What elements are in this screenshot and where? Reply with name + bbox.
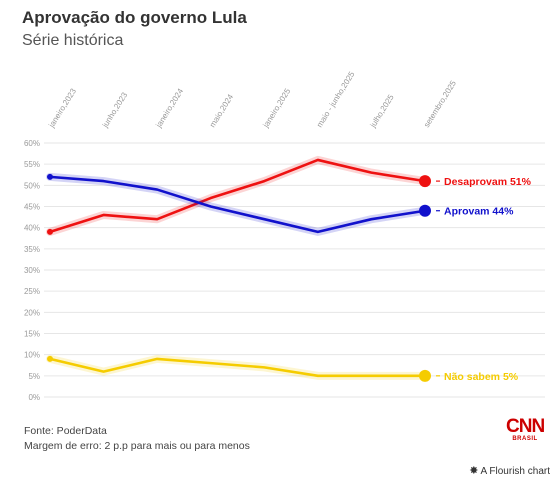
y-tick-label: 55% (24, 160, 40, 169)
x-tick-label: maio,2024 (208, 92, 236, 129)
y-tick-label: 35% (24, 245, 40, 254)
y-tick-label: 20% (24, 308, 40, 317)
x-tick-label: janeiro,2024 (154, 86, 186, 129)
logo-sub-text: BRASIL (506, 436, 544, 443)
y-tick-label: 45% (24, 203, 40, 212)
series-start-point (47, 356, 53, 362)
series-end-label: Aprovam 44% (444, 206, 514, 218)
y-tick-label: 50% (24, 181, 40, 190)
y-tick-label: 40% (24, 224, 40, 233)
y-tick-label: 10% (24, 351, 40, 360)
y-tick-label: 60% (24, 139, 40, 148)
series-start-point (47, 174, 53, 180)
x-tick-label: janeiro,2023 (47, 86, 79, 129)
flourish-credit-text: A Flourish chart (481, 466, 550, 477)
y-tick-label: 0% (28, 393, 40, 402)
x-tick-label: janeiro,2025 (261, 86, 293, 129)
y-tick-label: 30% (24, 266, 40, 275)
y-tick-label: 25% (24, 287, 40, 296)
source-text: Fonte: PoderData (24, 424, 250, 439)
series-end-point (419, 175, 431, 187)
flourish-credit[interactable]: ✸ A Flourish chart (469, 464, 550, 477)
series-end-point (419, 370, 431, 382)
series-end-label: Não sabem 5% (444, 371, 519, 383)
y-tick-label: 5% (28, 372, 40, 381)
y-tick-label: 15% (24, 330, 40, 339)
margin-note: Margem de erro: 2 p.p para mais ou para … (24, 439, 250, 454)
series-end-point (419, 205, 431, 217)
series-halo (50, 359, 425, 376)
x-tick-label: junho,2023 (100, 90, 129, 130)
series-start-point (47, 229, 53, 235)
flourish-star-icon: ✸ (469, 465, 478, 477)
source-note: Fonte: PoderData Margem de erro: 2 p.p p… (24, 424, 250, 454)
x-tick-label: julho,2025 (368, 93, 396, 130)
x-tick-label: setembro,2025 (422, 79, 458, 129)
line-chart: 60% 55% 50% 45% 40% 35% 30% 25% 20% 15% 10% 5% 0% jan… (0, 0, 560, 420)
x-tick-label: maio - junho,2025 (315, 70, 357, 130)
series-end-label: Desaprovam 51% (444, 176, 532, 188)
cnn-brasil-logo: CNN BRASIL (506, 418, 544, 443)
logo-main-text: CNN (506, 418, 544, 436)
